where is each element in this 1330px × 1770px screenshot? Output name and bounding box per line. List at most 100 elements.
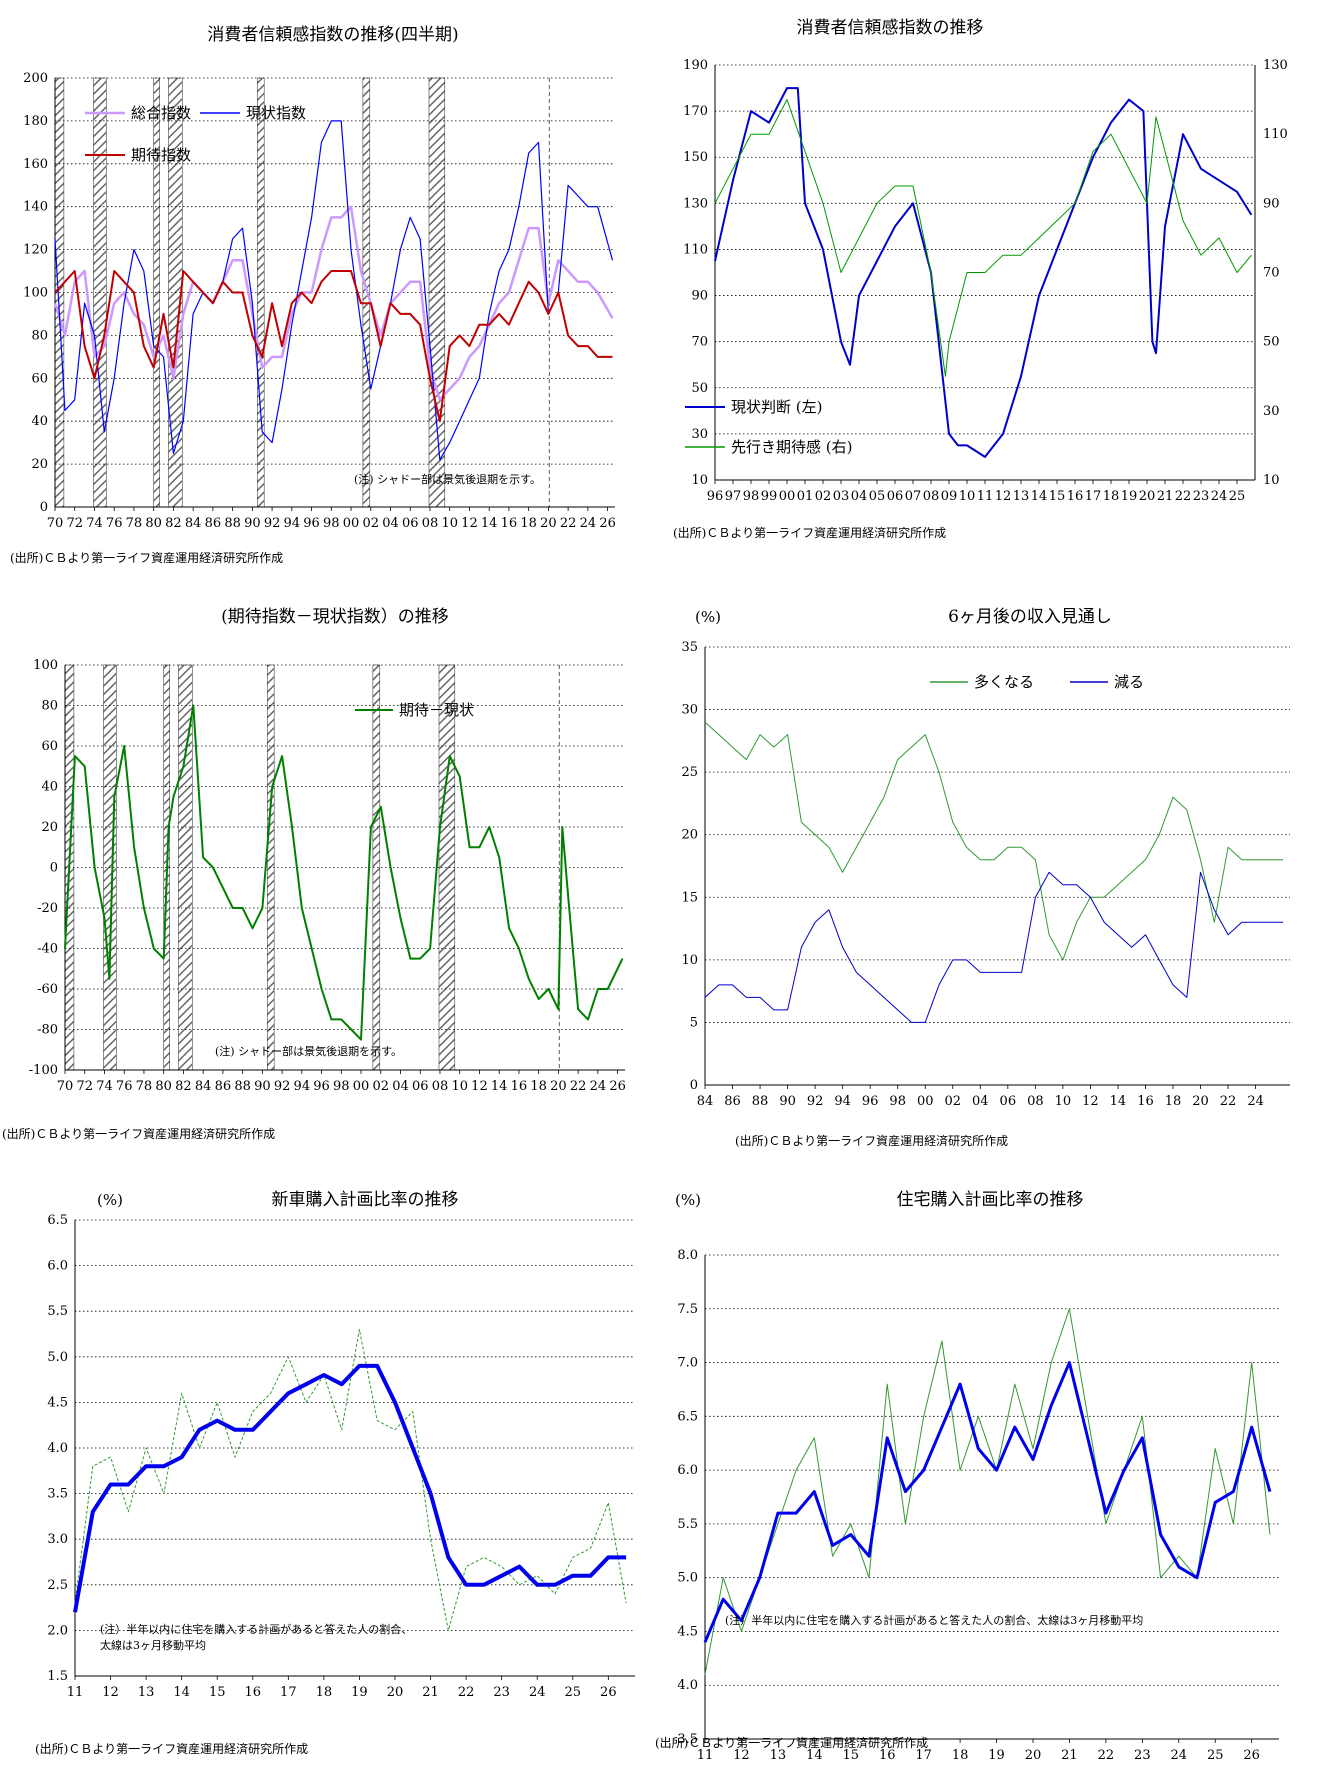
x-tick-label: 70 — [57, 1079, 74, 1094]
series-line-2 — [54, 270, 613, 423]
x-tick-label: 12 — [471, 1079, 488, 1094]
x-tick-label: 12 — [102, 1685, 119, 1700]
x-tick-label: 15 — [1049, 489, 1066, 504]
x-tick-label: 06 — [402, 516, 419, 531]
x-tick-label: 23 — [1134, 1748, 1151, 1763]
x-tick-label: 12 — [1082, 1094, 1099, 1109]
x-tick-label: 08 — [1027, 1094, 1044, 1109]
x-tick-label: 11 — [977, 489, 994, 504]
x-tick-label: 20 — [1025, 1748, 1042, 1763]
x-tick-label: 20 — [1139, 489, 1156, 504]
x-tick-label: 24 — [580, 516, 597, 531]
x-tick-label: 23 — [1193, 489, 1210, 504]
legend-label: 先行き期待感 (右) — [731, 438, 852, 456]
x-tick-label: 96 — [313, 1079, 330, 1094]
y-tick-label: 2.0 — [47, 1623, 68, 1638]
legend-label: 多くなる — [974, 673, 1034, 691]
x-tick-label: 02 — [815, 489, 832, 504]
y-tick-label: 20 — [681, 828, 698, 843]
y-tick-label: 5.5 — [677, 1517, 698, 1532]
x-tick-label: 84 — [195, 1079, 212, 1094]
x-tick-label: 00 — [779, 489, 796, 504]
chart-note: (注) シャドー部は景気後退期を示す。 — [354, 472, 541, 486]
x-tick-label: 09 — [941, 489, 958, 504]
y-tick-label: 5.0 — [677, 1571, 698, 1586]
y-tick-label: 2.5 — [47, 1578, 68, 1593]
y-tick-label: 3.0 — [47, 1532, 68, 1547]
x-tick-label: 13 — [1013, 489, 1030, 504]
y-tick-label: 4.0 — [47, 1441, 68, 1456]
x-tick-label: 02 — [944, 1094, 961, 1109]
y-tick-label: 4.0 — [677, 1678, 698, 1693]
x-tick-label: 00 — [917, 1094, 934, 1109]
x-tick-label: 22 — [1220, 1094, 1237, 1109]
y-tick-label: -80 — [37, 1023, 58, 1038]
x-tick-label: 84 — [185, 516, 202, 531]
x-tick-label: 08 — [923, 489, 940, 504]
y-tick-label: 150 — [683, 150, 708, 165]
y-tick-label: 3.5 — [47, 1487, 68, 1502]
x-tick-label: 22 — [1098, 1748, 1115, 1763]
y-tick-label: 0 — [50, 861, 58, 876]
chart-new-car-plan: 新車購入計画比率の推移 (%) 1.5 2.0 2.5 3.0 3.5 4.0 4.5 5.0 5.… — [35, 1190, 635, 1756]
x-tick-label: 12 — [995, 489, 1012, 504]
x-tick-label: 07 — [905, 489, 922, 504]
y-tick-label: 10 — [681, 953, 698, 968]
chart-note: (注）半年以内に住宅を購入する計画があると答えた人の割合、太線は3ヶ月移動平均 — [725, 1613, 1143, 1627]
x-tick-label: 04 — [382, 516, 399, 531]
chart-panel-new-car-plan: 新車購入計画比率の推移 (%) 1.5 2.0 2.5 3.0 3.5 4.0 4.5 5.0 5.… — [0, 1170, 665, 1770]
chart-confidence-monthly: 消費者信頼感指数の推移10305070901101301501701901030… — [673, 18, 1288, 540]
x-tick-label: 74 — [96, 1079, 113, 1094]
chart-source: (出所)ＣＢより第一ライフ資産運用経済研究所作成 — [35, 1741, 308, 1756]
y-tick-label: 6.5 — [47, 1213, 68, 1228]
x-tick-label: 18 — [520, 516, 537, 531]
y-tick-label: 4.5 — [47, 1395, 68, 1410]
y-tick-label: 70 — [691, 335, 708, 350]
x-tick-label: 06 — [1000, 1094, 1017, 1109]
x-tick-label: 23 — [493, 1685, 510, 1700]
x-tick-label: 14 — [1031, 489, 1048, 504]
chart-title: (期待指数－現状指数）の推移 — [221, 607, 449, 627]
unit-label: (%) — [97, 1191, 123, 1209]
x-tick-label: 06 — [412, 1079, 429, 1094]
x-tick-label: 74 — [86, 516, 103, 531]
y-tick-label: 7.0 — [677, 1356, 698, 1371]
chart-panel-confidence-monthly: 消費者信頼感指数の推移 10 30 50 70 90 110 130 150 170 190 10 30… — [665, 0, 1330, 585]
x-tick-label: 72 — [76, 1079, 93, 1094]
y-tick-label: 4.5 — [677, 1624, 698, 1639]
chart-panel-confidence-quarterly: 消費者信頼感指数の推移(四半期) 0 20 40 60 80 100 120 140 160 180… — [0, 0, 665, 585]
chart-title: 新車購入計画比率の推移 — [272, 1190, 459, 1210]
x-tick-label: 88 — [752, 1094, 769, 1109]
series-line-0 — [704, 721, 1284, 961]
x-tick-label: 00 — [343, 516, 360, 531]
series-line-1 — [704, 871, 1284, 1023]
x-tick-label: 12 — [461, 516, 478, 531]
legend-label: 期待－現状 — [399, 701, 474, 719]
x-tick-label: 13 — [138, 1685, 155, 1700]
y-right-tick-label: 10 — [1263, 473, 1280, 488]
x-tick-label: 04 — [851, 489, 868, 504]
x-tick-label: 94 — [284, 516, 301, 531]
y-tick-label: 110 — [683, 242, 708, 257]
x-tick-label: 16 — [501, 516, 518, 531]
x-tick-label: 10 — [1055, 1094, 1072, 1109]
x-tick-label: 18 — [1103, 489, 1120, 504]
x-tick-label: 92 — [264, 516, 281, 531]
legend-label: 減る — [1114, 673, 1144, 691]
x-tick-label: 80 — [145, 516, 162, 531]
chart-panel-housing-plan: 住宅購入計画比率の推移 (%) 3.5 4.0 4.5 5.0 5.5 6.0 6.5 7.0 7.… — [655, 1170, 1330, 1770]
y-tick-label: 170 — [683, 104, 708, 119]
x-tick-label: 86 — [724, 1094, 741, 1109]
x-tick-label: 16 — [1067, 489, 1084, 504]
x-tick-label: 98 — [333, 1079, 350, 1094]
x-tick-label: 76 — [106, 516, 123, 531]
x-tick-label: 78 — [136, 1079, 153, 1094]
chart-confidence-quarterly: 消費者信頼感指数の推移(四半期)020406080100120140160180… — [10, 25, 616, 565]
x-tick-label: 21 — [422, 1685, 439, 1700]
x-tick-label: 25 — [565, 1685, 582, 1700]
y-right-tick-label: 70 — [1263, 266, 1280, 281]
x-tick-label: 16 — [879, 1748, 896, 1763]
x-tick-label: 10 — [441, 516, 458, 531]
x-tick-label: 17 — [1085, 489, 1102, 504]
x-tick-label: 25 — [1229, 489, 1246, 504]
